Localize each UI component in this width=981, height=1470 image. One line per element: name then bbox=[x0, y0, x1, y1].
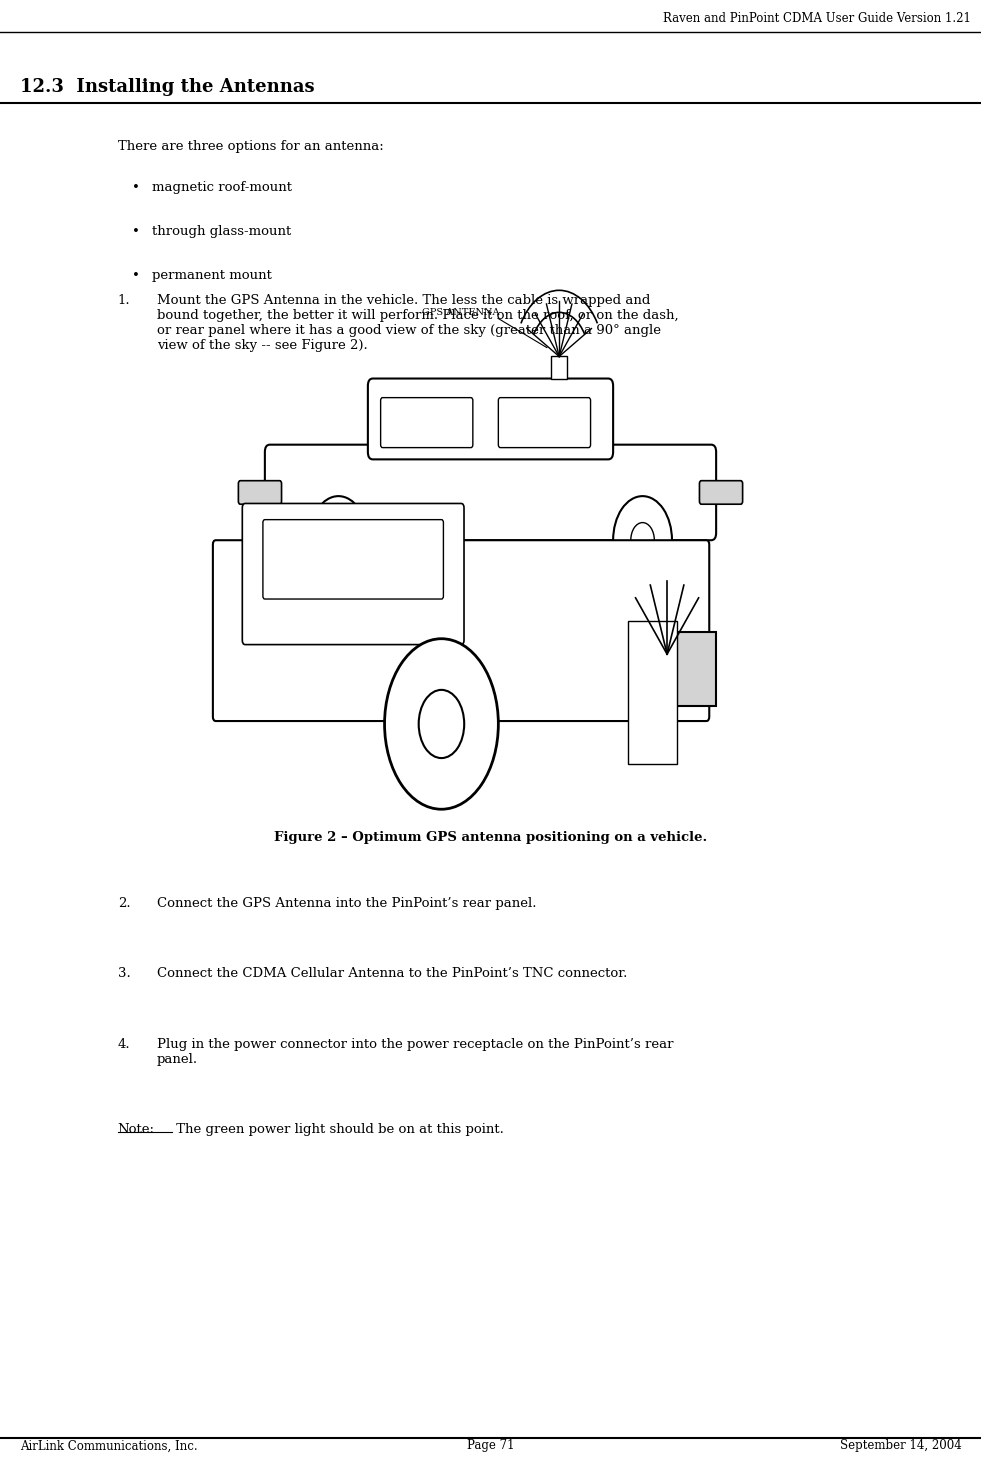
Text: The green power light should be on at this point.: The green power light should be on at th… bbox=[172, 1123, 503, 1136]
Text: Connect the GPS Antenna into the PinPoint’s rear panel.: Connect the GPS Antenna into the PinPoin… bbox=[157, 897, 537, 910]
Text: permanent mount: permanent mount bbox=[152, 269, 272, 282]
Text: 4.: 4. bbox=[118, 1038, 130, 1051]
Text: Note:: Note: bbox=[118, 1123, 155, 1136]
Circle shape bbox=[385, 638, 498, 809]
FancyBboxPatch shape bbox=[498, 398, 591, 448]
Circle shape bbox=[327, 523, 350, 557]
Text: AirLink Communications, Inc.: AirLink Communications, Inc. bbox=[20, 1439, 197, 1452]
Text: •: • bbox=[132, 225, 140, 238]
Circle shape bbox=[613, 497, 672, 584]
Text: Page 71: Page 71 bbox=[467, 1439, 514, 1452]
FancyBboxPatch shape bbox=[263, 519, 443, 600]
Circle shape bbox=[419, 689, 464, 759]
Text: through glass-mount: through glass-mount bbox=[152, 225, 291, 238]
Text: There are three options for an antenna:: There are three options for an antenna: bbox=[118, 140, 384, 153]
Bar bbox=[628, 622, 677, 764]
Text: •: • bbox=[132, 181, 140, 194]
Text: Raven and PinPoint CDMA User Guide Version 1.21: Raven and PinPoint CDMA User Guide Versi… bbox=[663, 12, 971, 25]
Text: 2.: 2. bbox=[118, 897, 130, 910]
Bar bbox=[677, 632, 716, 706]
FancyBboxPatch shape bbox=[238, 481, 282, 504]
FancyBboxPatch shape bbox=[265, 444, 716, 539]
FancyBboxPatch shape bbox=[242, 503, 464, 645]
Text: Mount the GPS Antenna in the vehicle. The less the cable is wrapped and
bound to: Mount the GPS Antenna in the vehicle. Th… bbox=[157, 294, 679, 351]
Text: Plug in the power connector into the power receptacle on the PinPoint’s rear
pan: Plug in the power connector into the pow… bbox=[157, 1038, 674, 1066]
Text: September 14, 2004: September 14, 2004 bbox=[840, 1439, 961, 1452]
FancyBboxPatch shape bbox=[213, 539, 709, 720]
FancyBboxPatch shape bbox=[699, 481, 743, 504]
Text: magnetic roof-mount: magnetic roof-mount bbox=[152, 181, 292, 194]
Text: GPS ANTENNA: GPS ANTENNA bbox=[422, 307, 499, 316]
Text: •: • bbox=[132, 269, 140, 282]
Text: 1.: 1. bbox=[118, 294, 130, 307]
Circle shape bbox=[631, 523, 654, 557]
Bar bbox=[551, 356, 567, 378]
FancyBboxPatch shape bbox=[368, 378, 613, 459]
Text: 3.: 3. bbox=[118, 967, 130, 980]
Text: Figure 2 – Optimum GPS antenna positioning on a vehicle.: Figure 2 – Optimum GPS antenna positioni… bbox=[274, 831, 707, 844]
FancyBboxPatch shape bbox=[381, 398, 473, 448]
Text: Connect the CDMA Cellular Antenna to the PinPoint’s TNC connector.: Connect the CDMA Cellular Antenna to the… bbox=[157, 967, 627, 980]
Text: 12.3  Installing the Antennas: 12.3 Installing the Antennas bbox=[20, 78, 314, 96]
Circle shape bbox=[309, 497, 368, 584]
